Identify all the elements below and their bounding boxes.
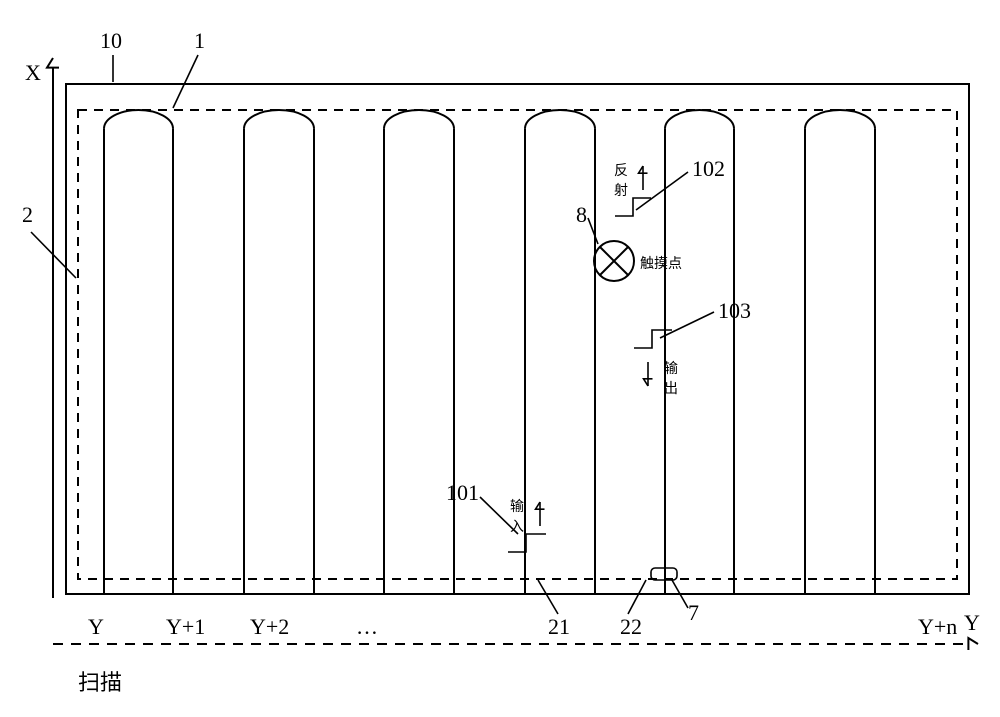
callout-1: 1: [194, 28, 205, 54]
ytick-2: Y+2: [250, 614, 289, 640]
callout-2: 2: [22, 202, 33, 228]
pulse-label-output: 输 出: [664, 358, 678, 398]
callout-7: 7: [688, 600, 699, 626]
pulse-label-reflect: 反 射: [614, 160, 628, 200]
y-axis-label: Y: [964, 610, 980, 636]
callout-10: 10: [100, 28, 122, 54]
diagram-svg: [0, 0, 1000, 717]
callout-103: 103: [718, 298, 751, 324]
x-axis-label: X: [25, 60, 41, 86]
diagram-stage: XY扫描触摸点反 射输 出输 入1012102810310121227YY+1Y…: [0, 0, 1000, 717]
pulse-label-input: 输 入: [510, 496, 524, 536]
touch-point-label: 触摸点: [640, 253, 682, 273]
callout-21: 21: [548, 614, 570, 640]
scan-label: 扫描: [78, 665, 122, 697]
callout-8: 8: [576, 202, 587, 228]
callout-22: 22: [620, 614, 642, 640]
callout-102: 102: [692, 156, 725, 182]
ytick-3: …: [356, 614, 378, 640]
ytick-4: Y+n: [918, 614, 957, 640]
ytick-1: Y+1: [166, 614, 205, 640]
ytick-0: Y: [88, 614, 104, 640]
callout-101: 101: [446, 480, 479, 506]
